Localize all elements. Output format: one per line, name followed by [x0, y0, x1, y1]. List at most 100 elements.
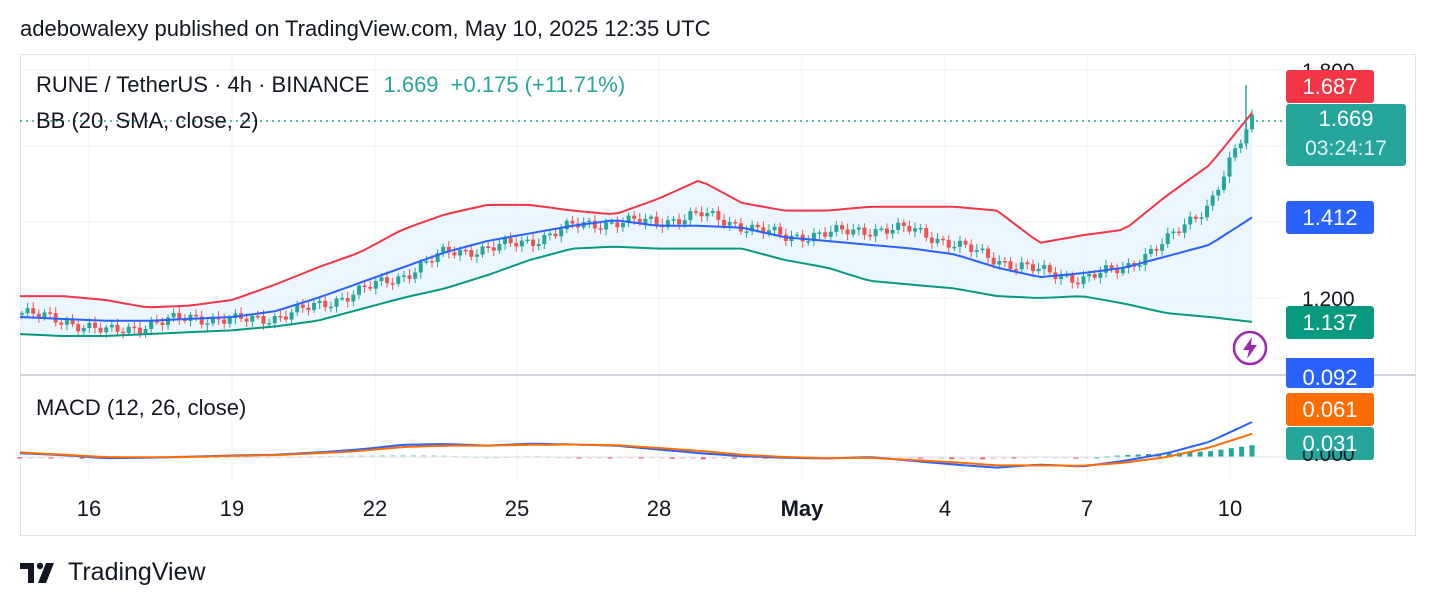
histogram-bar [566, 456, 572, 459]
candle-body [766, 230, 771, 234]
histogram-bar [1187, 452, 1193, 457]
candle-body [1115, 268, 1120, 274]
candle-body [430, 261, 434, 263]
candle-body [1238, 143, 1243, 149]
candle-body [957, 240, 962, 247]
candle-body [323, 300, 328, 308]
candle-body [1019, 262, 1024, 270]
candle-body [362, 285, 367, 288]
candle-body [1143, 253, 1148, 266]
histogram-bar [1094, 456, 1100, 459]
histogram-bar [348, 455, 354, 458]
candle-body [772, 226, 777, 231]
candle-body [1154, 249, 1159, 251]
candle-body [531, 239, 536, 247]
histogram-bar [980, 457, 986, 460]
candle-body [654, 216, 659, 225]
histogram-bar [1166, 453, 1172, 457]
candle-body [396, 276, 401, 284]
candle-body [407, 275, 412, 279]
candle-body [1216, 189, 1221, 196]
bollinger-basis-line [19, 216, 1253, 322]
symbol-legend[interactable]: RUNE / TetherUS · 4h · BINANCE 1.669 +0.… [36, 72, 625, 98]
candle-body [862, 227, 867, 235]
candle-body [452, 252, 457, 256]
candle-body [469, 250, 474, 257]
candle-body [1188, 216, 1193, 225]
histogram-bar [493, 456, 499, 459]
candle-body [334, 298, 339, 307]
macd-signal-line [19, 432, 1253, 467]
candle-body [295, 304, 300, 313]
histogram-bar [949, 457, 955, 460]
candle-body [508, 238, 513, 244]
bb-legend[interactable]: BB (20, SMA, close, 2) [36, 108, 259, 133]
candle-body [1193, 216, 1198, 219]
candle-body [559, 229, 564, 237]
candle-body [373, 281, 378, 289]
histogram-bar [38, 457, 44, 459]
x-tick-22: 22 [362, 496, 388, 521]
candle-body [385, 277, 390, 284]
candle-body [598, 228, 603, 230]
candle-body [143, 328, 148, 334]
alert-bolt-button[interactable] [1232, 330, 1268, 366]
tradingview-brand: TradingView [68, 558, 206, 586]
candle-body [255, 315, 260, 318]
histogram-bar [721, 457, 727, 459]
candle-body [194, 314, 199, 317]
x-tick-7: 7 [1080, 496, 1094, 521]
candle-body [480, 246, 485, 255]
candle-body [25, 308, 30, 314]
candle-body [969, 244, 974, 253]
candle-body [267, 323, 272, 325]
candle-body [997, 261, 1002, 265]
candle-body [441, 246, 446, 254]
candle-body [547, 233, 552, 236]
candle-body [991, 257, 996, 265]
candle-body [873, 229, 878, 237]
histogram-bar [1239, 446, 1245, 457]
candle-body [1137, 265, 1142, 267]
candle-body [48, 312, 53, 314]
candle-body [615, 222, 620, 228]
candle-body [1148, 249, 1153, 254]
lightning-icon [1232, 330, 1268, 366]
candle-body [1059, 275, 1064, 280]
tradingview-logo-icon [20, 562, 54, 583]
candle-body [553, 233, 558, 237]
candle-body [587, 220, 592, 223]
histogram-bar [690, 457, 696, 460]
candle-body [345, 297, 350, 302]
price-tick-1200: 1.200 [1302, 288, 1355, 311]
grid-lines [20, 55, 1285, 480]
x-tick-25: 25 [504, 496, 530, 521]
candle-body [328, 306, 333, 309]
tradingview-logo[interactable]: TradingView [20, 558, 206, 587]
candle-body [733, 221, 738, 224]
histogram-bar [907, 457, 913, 459]
histogram-bar [17, 457, 23, 459]
candle-body [250, 315, 255, 322]
candle-body [1025, 262, 1030, 265]
last-price-badge: 1.669 03:24:17 [1286, 104, 1406, 166]
candle-body [171, 312, 176, 318]
candle-body [710, 211, 715, 213]
signal-value-label: 0.061 [1286, 393, 1374, 426]
macd-legend[interactable]: MACD (12, 26, close) [36, 395, 247, 420]
histogram-bar [597, 457, 603, 459]
candle-body [890, 229, 895, 234]
chart-frame[interactable] [20, 54, 1416, 536]
candle-body [115, 324, 120, 332]
histogram-bar [1001, 457, 1007, 459]
candle-body [137, 327, 142, 334]
histogram-bar [441, 455, 447, 457]
histogram-bar [649, 457, 655, 459]
candle-body [1036, 268, 1041, 272]
candle-body [1227, 157, 1232, 177]
candle-body [946, 239, 951, 248]
candle-body [1064, 274, 1069, 277]
histogram-value-label: 0.031 [1286, 427, 1374, 460]
candle-body [1081, 276, 1086, 284]
